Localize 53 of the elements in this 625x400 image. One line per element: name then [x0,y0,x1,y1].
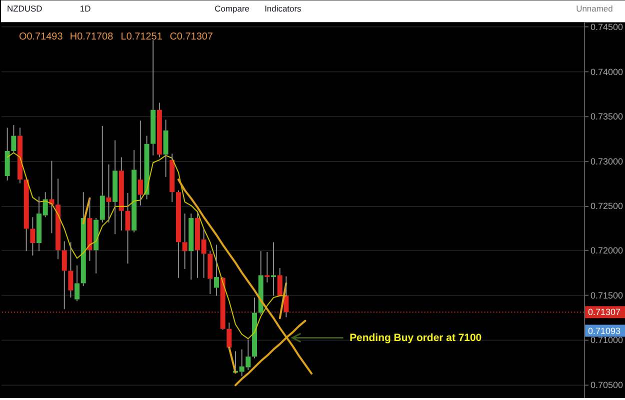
candlestick [118,156,124,232]
annotation: H0.71708 [70,31,114,42]
text: Compare [214,3,250,14]
text: 1D [80,3,91,14]
ref-line-label: 0.71307 [588,307,620,318]
candlestick [62,240,67,310]
candlestick [144,135,150,200]
candlestick [56,178,61,260]
candlestick [30,216,36,256]
y-tick-label: 0.72500 [590,201,623,212]
candlestick [252,297,257,359]
candlestick [100,125,105,223]
candlestick [188,213,194,280]
annotation: O0.71493 [18,31,64,42]
candlestick [170,153,175,202]
y-tick-label: 0.71500 [590,290,623,300]
candlestick [156,102,162,158]
candlestick [220,276,226,330]
candlestick [271,242,276,296]
y-tick-label: 0.74000 [590,66,623,77]
candlestick [226,322,232,350]
candlestick [264,251,270,283]
candlestick [138,120,143,206]
chart-title: NZDUSD [6,3,42,14]
candlestick [11,124,16,154]
y-tick-label: 0.72000 [590,246,623,256]
candlestick [284,276,289,318]
annotation: C0.71307 [170,31,214,42]
text: Indicators [264,3,302,14]
candlestick [182,213,188,270]
annotation: L0.71251 [120,31,163,42]
y-tick-label: 0.74500 [590,22,623,32]
candlestick [208,250,213,294]
candlestick [106,164,112,223]
candlestick [68,242,74,298]
text: Unnamed [576,3,614,14]
text: 0.71093 [588,326,620,336]
candlestick [132,150,137,233]
y-tick-label: 0.73500 [590,112,623,122]
y-tick-label: 0.71000 [590,335,623,346]
annotation: Pending Buy order at 7100 [350,332,482,344]
candlestick [4,127,10,181]
candlestick [24,178,29,252]
candlestick [80,192,86,286]
y-tick-label: 0.70500 [590,380,623,390]
candlestick [214,244,219,296]
candlestick [94,218,99,274]
candlestick [87,198,92,262]
candlestick [163,119,168,178]
candlestick [18,127,23,184]
candlestick [150,40,156,156]
candlestick [112,140,118,235]
y-tick-label: 0.73000 [590,156,623,166]
